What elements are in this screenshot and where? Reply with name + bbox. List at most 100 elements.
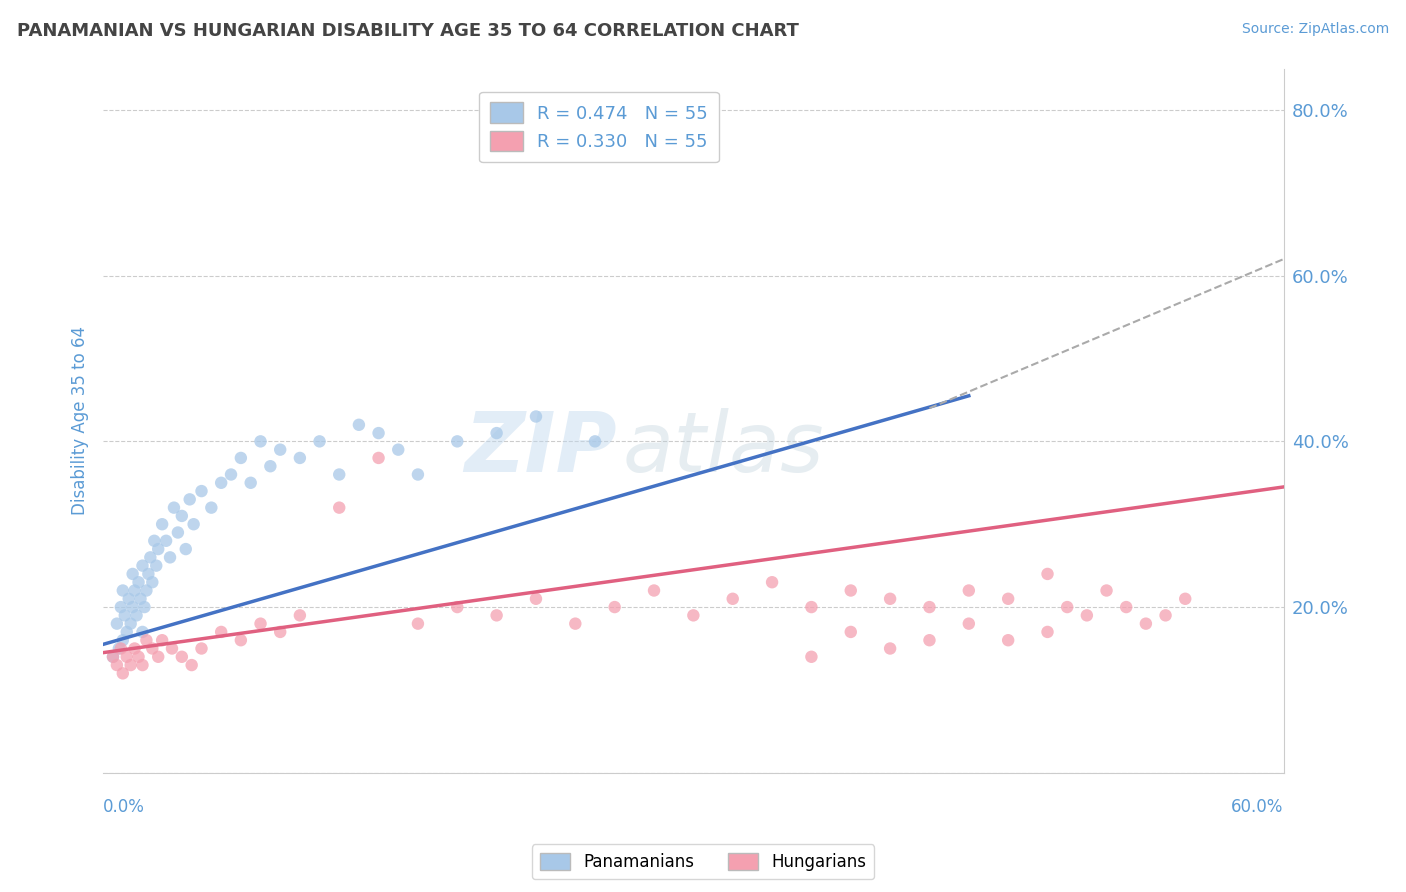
Point (1095, 583, 1118, 598)
Point (129, 591, 152, 606)
Point (1076, 608, 1098, 623)
Point (110, 600, 132, 615)
Point (1135, 616, 1157, 631)
Point (150, 633, 173, 648)
Point (179, 492, 201, 507)
Point (160, 641, 183, 656)
Point (564, 616, 586, 631)
Point (209, 624, 232, 639)
Point (120, 658, 142, 673)
Point (387, 442, 409, 457)
Point (269, 442, 291, 457)
Point (118, 591, 141, 606)
Point (135, 583, 157, 598)
Point (879, 591, 901, 606)
Point (1115, 600, 1137, 615)
Point (918, 633, 941, 648)
Point (167, 525, 190, 540)
Point (134, 600, 156, 615)
Point (957, 616, 980, 631)
Point (128, 649, 150, 664)
Text: ZIP: ZIP (464, 409, 617, 490)
Point (721, 591, 744, 606)
Point (1056, 600, 1078, 615)
Point (839, 624, 862, 639)
Point (148, 649, 170, 664)
Point (200, 500, 222, 515)
Point (1036, 566, 1059, 581)
Point (761, 575, 783, 590)
Text: 60.0%: 60.0% (1232, 797, 1284, 815)
Y-axis label: Disability Age 35 to 64: Disability Age 35 to 64 (72, 326, 89, 516)
Point (170, 508, 193, 523)
Point (347, 417, 370, 432)
Point (143, 533, 166, 548)
Point (139, 550, 162, 565)
Point (249, 616, 271, 631)
Point (124, 583, 146, 598)
Point (800, 600, 823, 615)
Point (115, 624, 138, 639)
Point (115, 649, 138, 664)
Point (111, 633, 134, 648)
Point (800, 649, 823, 664)
Point (524, 591, 547, 606)
Point (406, 616, 429, 631)
Point (328, 467, 350, 482)
Point (239, 475, 262, 490)
Point (1174, 591, 1197, 606)
Point (190, 484, 212, 499)
Point (288, 450, 311, 465)
Point (131, 558, 153, 573)
Point (229, 633, 252, 648)
Point (110, 641, 132, 656)
Point (997, 591, 1019, 606)
Point (101, 649, 124, 664)
Point (148, 542, 170, 557)
Point (1036, 624, 1059, 639)
Point (159, 550, 181, 565)
Point (524, 409, 547, 424)
Point (131, 658, 153, 673)
Point (114, 608, 136, 623)
Point (308, 434, 330, 449)
Point (879, 641, 901, 656)
Text: Source: ZipAtlas.com: Source: ZipAtlas.com (1241, 22, 1389, 37)
Point (957, 583, 980, 598)
Point (135, 633, 157, 648)
Point (128, 575, 150, 590)
Point (180, 658, 202, 673)
Point (131, 624, 153, 639)
Point (141, 575, 163, 590)
Point (150, 517, 173, 532)
Point (155, 533, 177, 548)
Text: PANAMANIAN VS HUNGARIAN DISABILITY AGE 35 TO 64 CORRELATION CHART: PANAMANIAN VS HUNGARIAN DISABILITY AGE 3… (17, 22, 799, 40)
Point (121, 600, 143, 615)
Point (485, 426, 508, 441)
Point (249, 434, 271, 449)
Point (229, 450, 252, 465)
Point (145, 558, 167, 573)
Point (328, 500, 350, 515)
Point (839, 583, 862, 598)
Text: 0.0%: 0.0% (103, 797, 145, 815)
Legend: Panamanians, Hungarians: Panamanians, Hungarians (531, 845, 875, 880)
Point (101, 649, 124, 664)
Point (1154, 608, 1177, 623)
Point (603, 600, 626, 615)
Point (446, 600, 468, 615)
Point (111, 583, 134, 598)
Point (141, 641, 163, 656)
Point (918, 600, 941, 615)
Point (643, 583, 665, 598)
Point (163, 500, 186, 515)
Point (183, 517, 205, 532)
Point (485, 608, 508, 623)
Text: atlas: atlas (623, 409, 824, 490)
Point (138, 566, 160, 581)
Point (259, 459, 281, 474)
Point (125, 608, 148, 623)
Point (190, 641, 212, 656)
Point (997, 633, 1019, 648)
Point (108, 641, 131, 656)
